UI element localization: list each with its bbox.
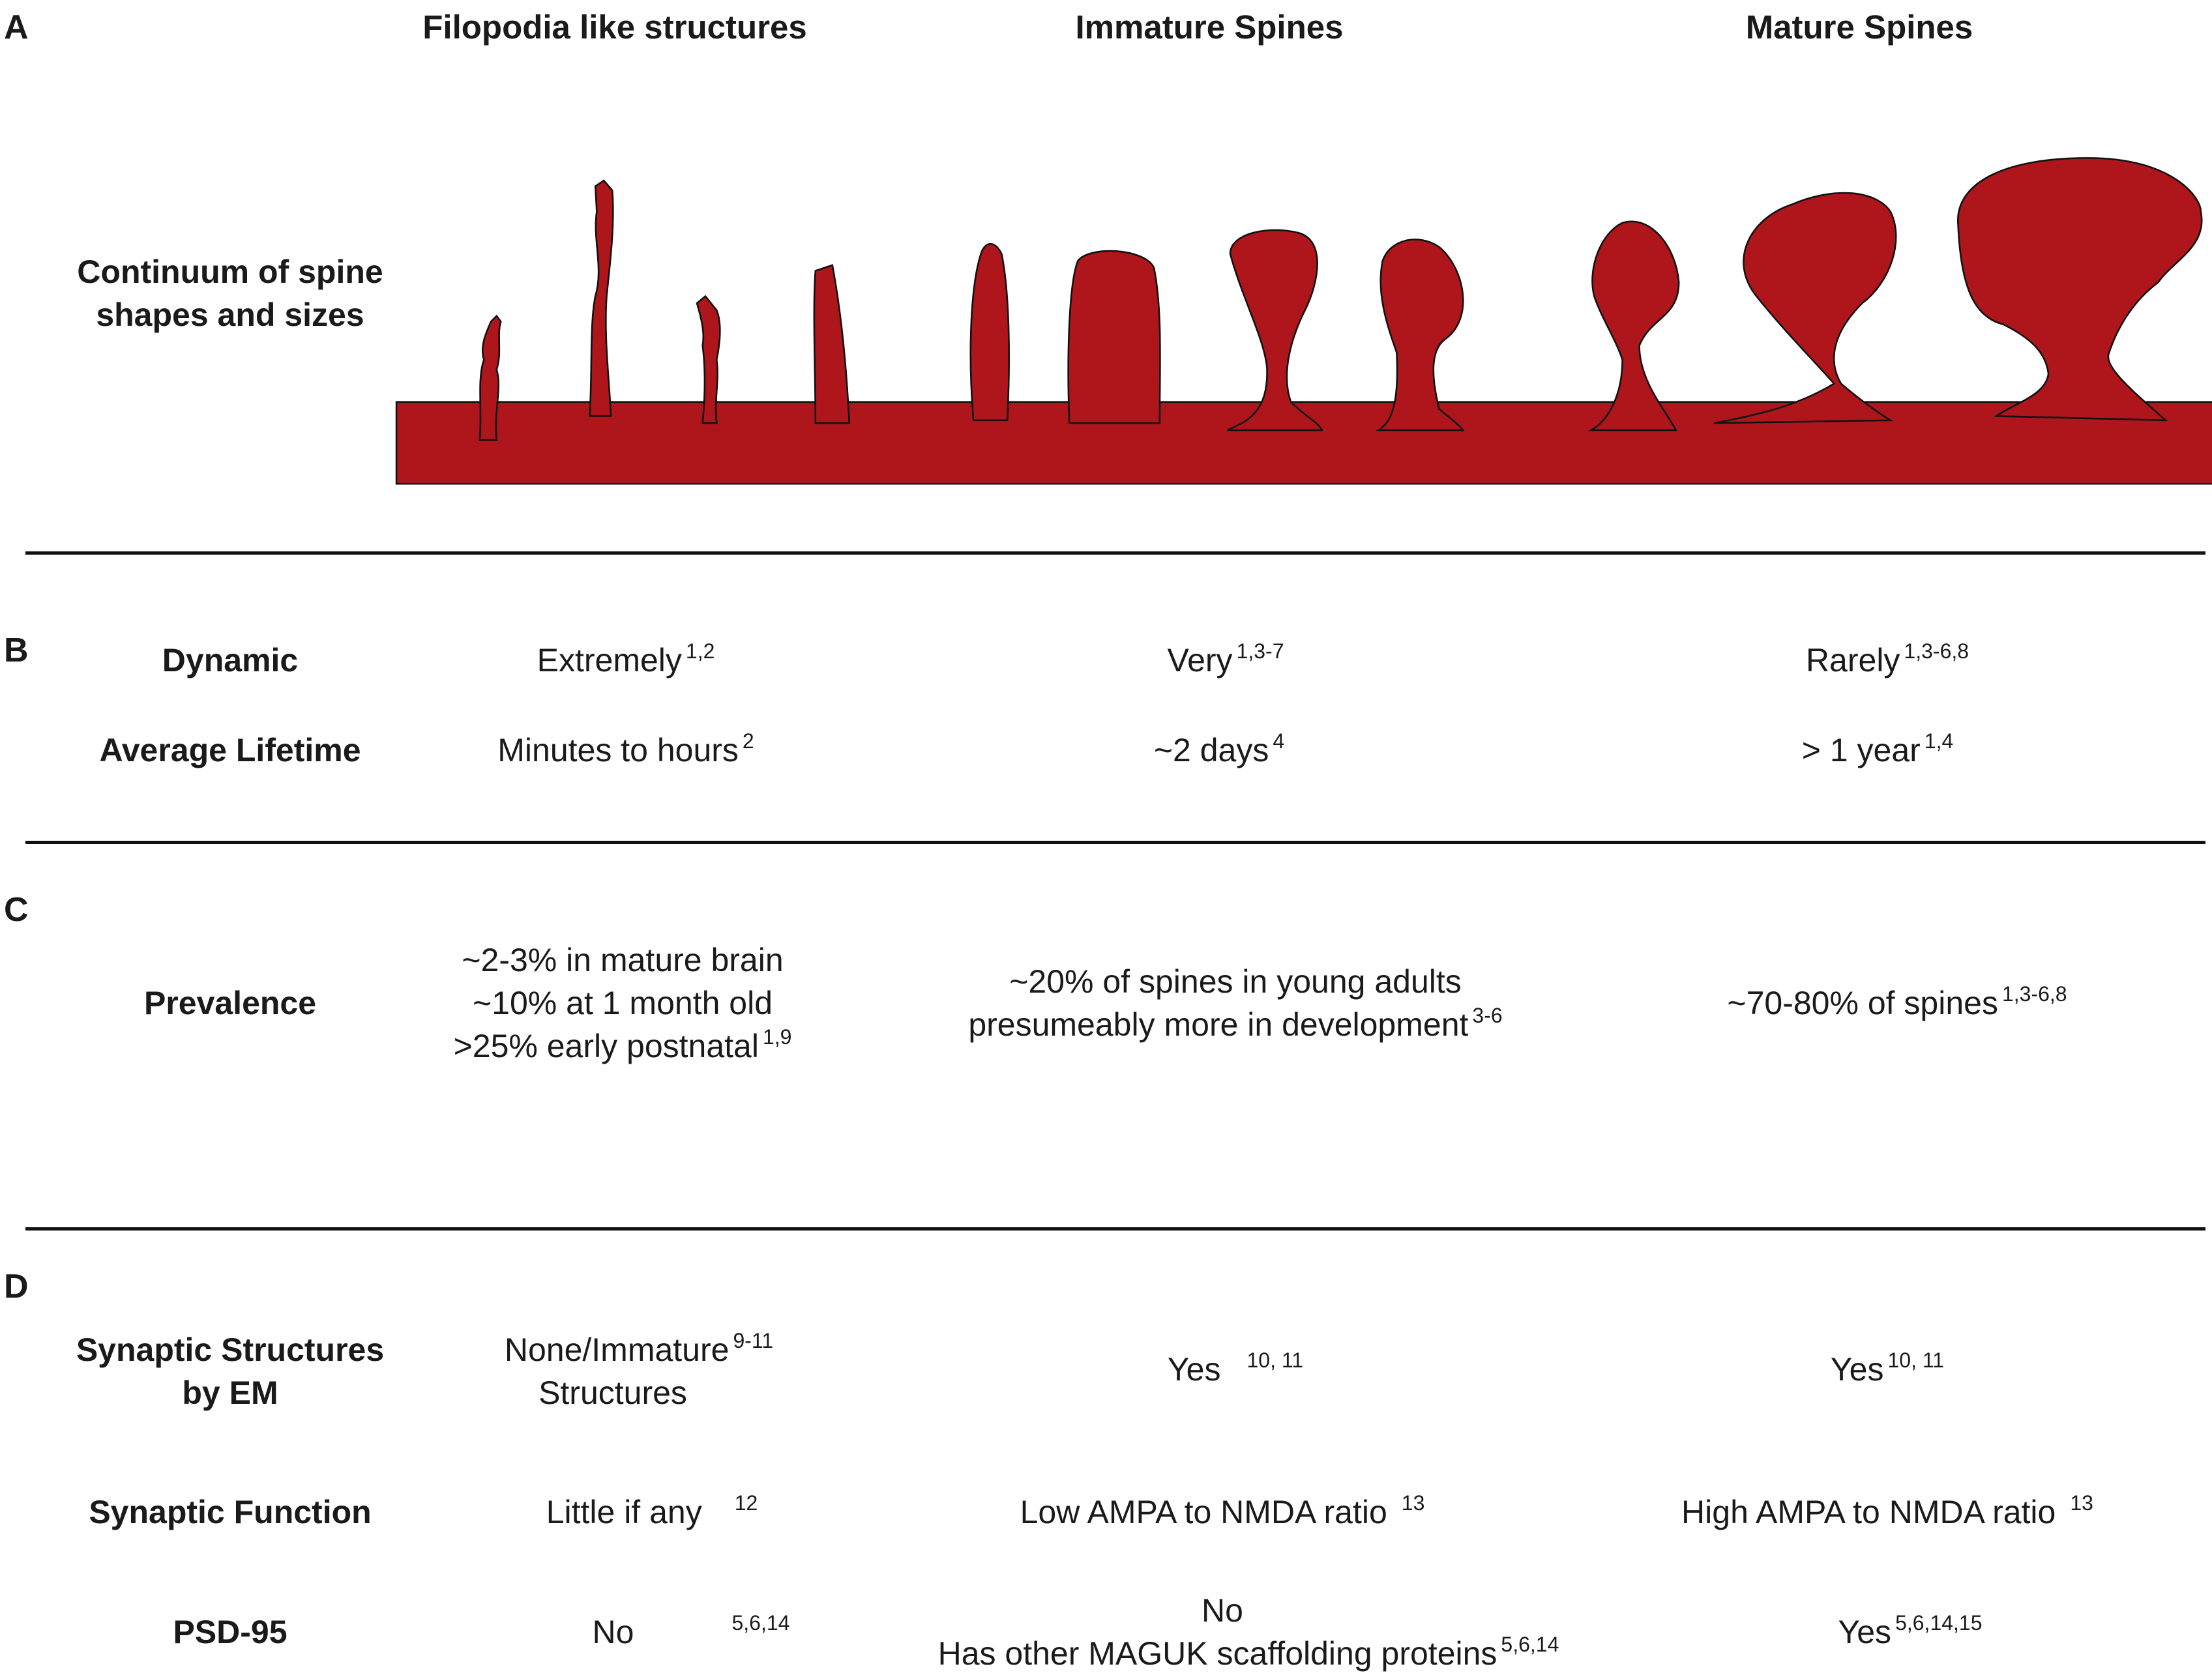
- cell-dynamic-mature: Rarely 1,3-6,8: [1806, 639, 1969, 682]
- cell-lifetime-mature: > 1 year 1,4: [1802, 729, 1954, 772]
- reference: 12: [734, 1491, 758, 1515]
- cell-text: Minutes to hours: [497, 732, 739, 768]
- reference: 5,6,14: [731, 1611, 790, 1635]
- row-label-psd95: PSD-95: [173, 1614, 288, 1650]
- cell-text: Has other MAGUK scaffolding proteins: [937, 1635, 1497, 1672]
- divider: [25, 551, 2205, 555]
- cell-lifetime-filopodia: Minutes to hours 2: [497, 729, 754, 772]
- cell-text: Structures: [538, 1375, 687, 1411]
- immature-spine-4: [1375, 239, 1465, 431]
- cell-psd95-filopodia: No 5,6,14: [593, 1610, 790, 1653]
- reference: 13: [1401, 1491, 1425, 1515]
- cell-text: No: [592, 1614, 634, 1650]
- column-header-immature: Immature Spines: [1075, 8, 1344, 46]
- cell-text: Yes: [1167, 1351, 1221, 1388]
- cell-text: Yes: [1830, 1351, 1884, 1388]
- reference: 9-11: [733, 1329, 774, 1352]
- filopodium-3: [696, 295, 721, 424]
- reference: 5,6,14: [1501, 1633, 1559, 1656]
- row-label-lifetime: Average Lifetime: [99, 732, 361, 768]
- cell-text: ~2-3% in mature brain: [462, 942, 784, 978]
- row-label-line: by EM: [182, 1375, 278, 1411]
- row-label-continuum: Continuum of spine shapes and sizes: [77, 250, 383, 336]
- filopodium-1: [479, 314, 502, 441]
- reference: 1,9: [762, 1025, 792, 1049]
- row-label-line: shapes and sizes: [96, 297, 364, 333]
- immature-spine-1: [969, 243, 1010, 422]
- mature-spine-2: [1714, 192, 1897, 424]
- reference: 1,4: [1924, 729, 1954, 753]
- cell-text: Low AMPA to NMDA ratio: [1020, 1494, 1387, 1530]
- row-label-dynamic: Dynamic: [162, 642, 299, 678]
- reference: 10, 11: [1887, 1348, 1945, 1372]
- panel-label-c: C: [4, 891, 29, 929]
- filopodium-4: [813, 264, 851, 424]
- cell-function-mature: High AMPA to NMDA ratio 13: [1681, 1491, 2093, 1534]
- reference: 1,3-6,8: [1904, 639, 1969, 663]
- reference: 10, 11: [1246, 1348, 1304, 1372]
- cell-structures-filopodia: None/Immature 9-11 Structures: [505, 1328, 773, 1414]
- cell-psd95-immature: No Has other MAGUK scaffolding proteins 5…: [938, 1589, 1559, 1675]
- cell-text: None/Immature: [504, 1332, 730, 1368]
- cell-text: Extremely: [537, 642, 682, 678]
- cell-text: presumeably more in development: [968, 1006, 1469, 1043]
- cell-structures-immature: Yes 10, 11: [1168, 1348, 1303, 1391]
- cell-text: ~70-80% of spines: [1727, 985, 1998, 1021]
- cell-lifetime-immature: ~2 days 4: [1154, 729, 1284, 772]
- cell-text: Little if any: [546, 1494, 702, 1530]
- reference: 1,2: [685, 639, 715, 663]
- cell-prevalence-mature: ~70-80% of spines 1,3-6,8: [1727, 982, 2067, 1025]
- reference: 13: [2070, 1491, 2093, 1515]
- immature-spine-3: [1227, 229, 1323, 431]
- cell-dynamic-filopodia: Extremely 1,2: [537, 639, 715, 682]
- cell-dynamic-immature: Very 1,3-7: [1168, 639, 1284, 682]
- cell-prevalence-filopodia: ~2-3% in mature brain ~10% at 1 month ol…: [454, 939, 792, 1068]
- row-label-synaptic-function: Synaptic Function: [89, 1494, 372, 1530]
- cell-text: ~2 days: [1153, 732, 1269, 768]
- cell-structures-mature: Yes 10, 11: [1831, 1348, 1944, 1391]
- row-label-line: Synaptic Structures: [76, 1332, 385, 1368]
- immature-spine-2: [1067, 250, 1161, 424]
- mature-spine-3: [1957, 157, 2203, 422]
- cell-text: Rarely: [1805, 642, 1900, 678]
- panel-label-b: B: [4, 632, 29, 669]
- reference: 5,6,14,15: [1895, 1611, 1983, 1635]
- row-label-prevalence: Prevalence: [143, 985, 317, 1021]
- cell-text: Very: [1167, 642, 1233, 678]
- reference: 1,3-7: [1236, 639, 1284, 663]
- reference: 4: [1273, 729, 1285, 753]
- filopodium-2: [589, 179, 614, 417]
- panel-label-a: A: [4, 8, 29, 46]
- cell-text: > 1 year: [1801, 732, 1921, 768]
- cell-text: Yes: [1838, 1614, 1892, 1650]
- cell-text: ~10% at 1 month old: [472, 985, 773, 1021]
- cell-text: No: [1202, 1592, 1243, 1629]
- column-header-filopodia: Filopodia like structures: [422, 8, 807, 46]
- reference: 3-6: [1472, 1004, 1503, 1027]
- cell-function-immature: Low AMPA to NMDA ratio 13: [1020, 1491, 1425, 1534]
- row-label-line: Continuum of spine: [77, 254, 383, 290]
- column-header-mature: Mature Spines: [1745, 8, 1973, 46]
- cell-text: ~20% of spines in young adults: [1009, 963, 1462, 1000]
- panel-label-d: D: [4, 1268, 29, 1305]
- row-label-synaptic-structures: Synaptic Structures by EM: [76, 1328, 384, 1414]
- mature-spine-1: [1588, 220, 1680, 431]
- cell-function-filopodia: Little if any 12: [546, 1491, 758, 1534]
- cell-psd95-mature: Yes 5,6,14,15: [1838, 1610, 1982, 1653]
- cell-prevalence-immature: ~20% of spines in young adults presumeab…: [968, 960, 1502, 1046]
- divider: [25, 1227, 2205, 1231]
- reference: 1,3-6,8: [2001, 982, 2067, 1006]
- divider: [25, 841, 2205, 844]
- cell-text: >25% early postnatal: [453, 1028, 759, 1064]
- cell-text: High AMPA to NMDA ratio: [1681, 1494, 2056, 1530]
- reference: 2: [742, 729, 754, 753]
